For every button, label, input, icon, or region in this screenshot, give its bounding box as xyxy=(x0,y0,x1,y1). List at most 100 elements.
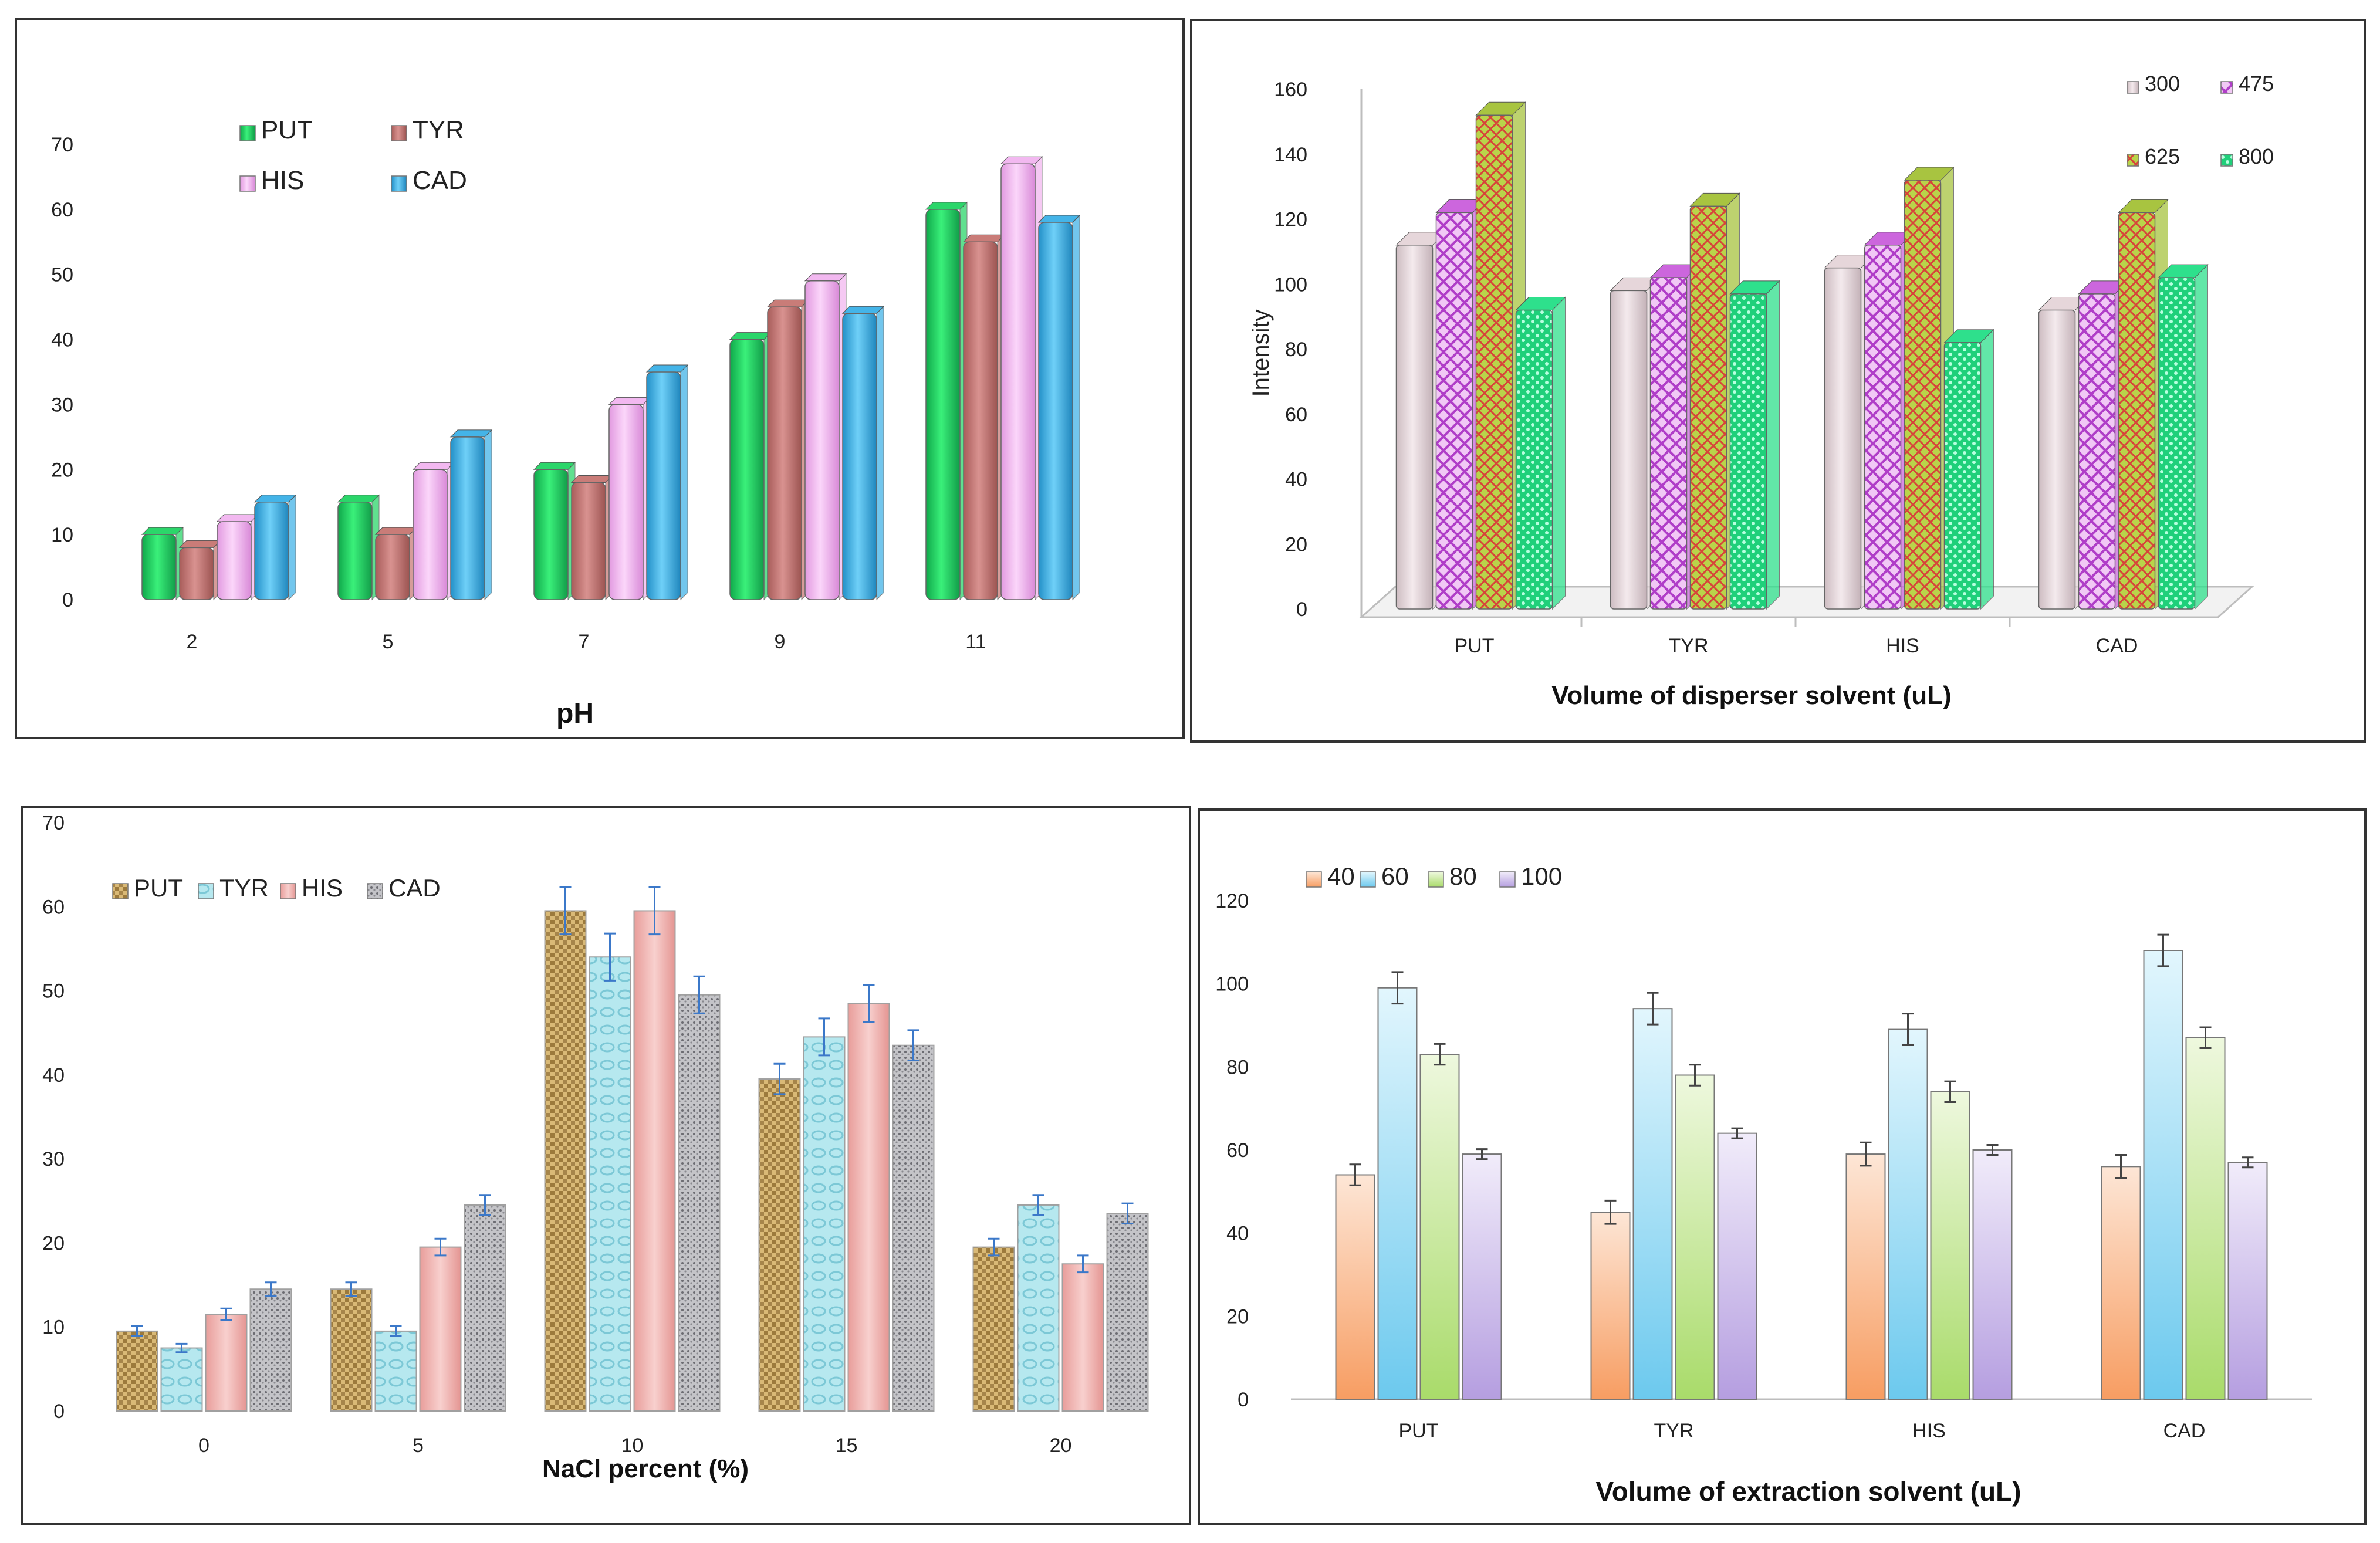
bar xyxy=(337,501,373,600)
legend-swatch xyxy=(2220,154,2233,167)
bar-top xyxy=(962,234,1006,242)
bar-top xyxy=(253,495,297,503)
bar xyxy=(254,501,289,600)
legend-swatch xyxy=(2127,154,2139,167)
bar-top xyxy=(412,462,455,470)
y-tick-label: 40 xyxy=(51,329,73,351)
bar xyxy=(375,534,410,600)
legend-swatch xyxy=(391,125,407,141)
y-tick-label: 70 xyxy=(42,812,65,834)
y-tick-label: 20 xyxy=(42,1232,65,1254)
bar xyxy=(1377,987,1418,1400)
legend-label: 800 xyxy=(2239,144,2274,168)
x-tick-label: PUT xyxy=(1399,1420,1439,1442)
y-tick-label: 10 xyxy=(51,524,73,546)
chart-disperser-solvent: 0 20 40 60 80 100 120 140 160 PUT TYR HIS CAD Volume … xyxy=(1248,72,2274,710)
y-tick-label: 0 xyxy=(1296,598,1307,621)
bar-side xyxy=(2195,263,2208,610)
bar xyxy=(1061,1263,1104,1412)
bar xyxy=(892,1044,935,1412)
legend-label: 100 xyxy=(1521,862,1562,890)
y-tick-label: 20 xyxy=(1226,1305,1249,1328)
bar-top xyxy=(141,527,184,535)
bar-top xyxy=(216,514,259,522)
bar xyxy=(1824,267,1862,610)
y-tick-label: 40 xyxy=(42,1064,65,1087)
bar-side xyxy=(1980,329,1994,610)
bar xyxy=(842,313,877,600)
bar xyxy=(544,910,587,1412)
bar xyxy=(1943,342,1982,610)
bar xyxy=(1864,245,1902,610)
legend-label: 40 xyxy=(1327,862,1355,890)
bar-top xyxy=(1000,156,1043,164)
x-tick-label: PUT xyxy=(1455,635,1495,657)
bar xyxy=(1000,163,1036,600)
x-axis-label: Volume of disperser solvent (uL) xyxy=(1551,681,1951,710)
legend-swatch xyxy=(1306,871,1322,888)
y-tick-label: 50 xyxy=(51,264,73,286)
bar xyxy=(2143,950,2183,1400)
legend-label: CAD xyxy=(388,874,441,902)
legend-swatch xyxy=(239,125,256,141)
y-tick-label: 80 xyxy=(1226,1056,1249,1078)
bar xyxy=(1017,1204,1060,1412)
bar xyxy=(1335,1174,1375,1400)
bar xyxy=(1475,114,1513,610)
bar-top xyxy=(1037,215,1081,223)
x-axis-label: pH xyxy=(556,698,594,729)
bar xyxy=(413,469,448,600)
bar xyxy=(2158,277,2196,610)
bar xyxy=(1649,277,1688,610)
legend-swatch xyxy=(112,883,129,899)
bar-top xyxy=(337,495,380,503)
x-tick-label: 5 xyxy=(413,1434,424,1457)
bar-side xyxy=(876,306,884,601)
legend-label: PUT xyxy=(134,874,183,902)
x-tick-label: 11 xyxy=(965,631,986,653)
bar xyxy=(2185,1037,2226,1400)
y-tick-label: 0 xyxy=(1238,1389,1249,1411)
bar xyxy=(589,956,631,1412)
x-tick-label: TYR xyxy=(1669,635,1709,657)
bar xyxy=(1675,1074,1715,1400)
x-tick-label: 7 xyxy=(578,631,589,653)
legend-label: TYR xyxy=(413,116,464,144)
bar-side xyxy=(484,429,492,601)
bar xyxy=(1904,180,1942,610)
legend-label: 475 xyxy=(2239,72,2274,96)
legend-swatch xyxy=(2220,81,2233,94)
bar-top xyxy=(804,273,847,282)
legend-swatch xyxy=(239,175,256,192)
bar xyxy=(1590,1212,1631,1400)
y-tick-label: 0 xyxy=(53,1400,65,1423)
bar-top xyxy=(449,429,493,438)
y-tick-label: 70 xyxy=(51,134,73,156)
x-axis-label: NaCl percent (%) xyxy=(542,1454,749,1483)
y-tick-label: 20 xyxy=(1285,533,1307,556)
legend-label: 300 xyxy=(2145,72,2180,96)
legend-label: CAD xyxy=(413,166,467,195)
bar xyxy=(633,910,676,1412)
legend-swatch xyxy=(1428,871,1444,888)
bar xyxy=(330,1288,373,1412)
x-tick-label: 10 xyxy=(621,1434,644,1457)
y-tick-label: 40 xyxy=(1285,469,1307,491)
legend-swatch xyxy=(1499,871,1516,888)
y-tick-label: 80 xyxy=(1285,339,1307,361)
y-tick-label: 100 xyxy=(1274,273,1307,296)
bar-top xyxy=(608,397,651,405)
legend-label: 60 xyxy=(1381,862,1409,890)
bar-top xyxy=(570,475,614,483)
bar-top xyxy=(766,299,810,307)
bar-top xyxy=(841,306,885,314)
y-tick-label: 60 xyxy=(1226,1139,1249,1162)
legend-label: 625 xyxy=(2145,144,2180,168)
y-tick-label: 30 xyxy=(42,1148,65,1170)
bar xyxy=(533,469,569,600)
y-tick-label: 0 xyxy=(62,589,73,611)
bar xyxy=(2078,293,2116,610)
bar xyxy=(116,1330,158,1412)
bar xyxy=(803,1036,846,1412)
